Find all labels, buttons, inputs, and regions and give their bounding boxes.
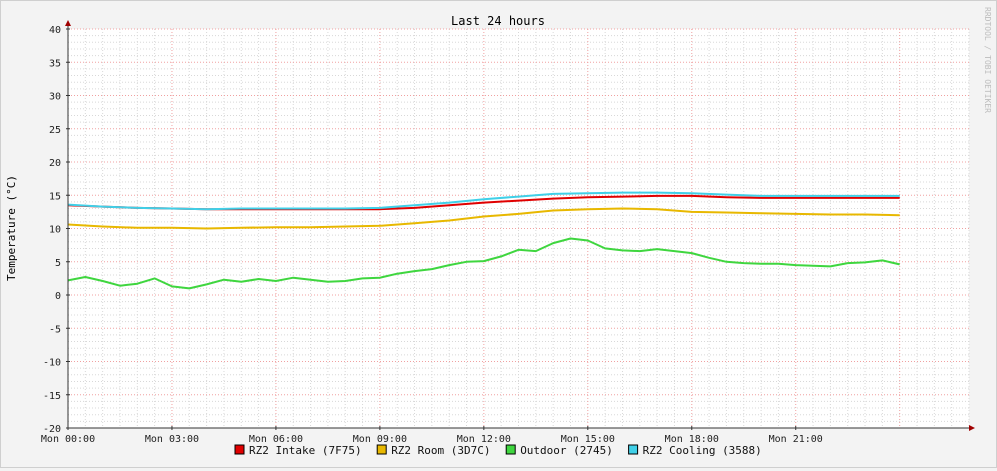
- y-tick-label: 35: [49, 58, 61, 69]
- y-tick-label: 15: [49, 191, 61, 202]
- legend-label-1: RZ2 Intake (7F75): [249, 444, 362, 457]
- x-tick-label: Mon 18:00: [665, 434, 719, 445]
- legend: RZ2 Intake (7F75) RZ2 Room (3D7C) Outdoor …: [234, 444, 762, 457]
- x-tick-label: Mon 21:00: [769, 434, 823, 445]
- x-tick-label: Mon 09:00: [353, 434, 407, 445]
- y-tick-label: -15: [43, 391, 61, 402]
- legend-swatch-3: [505, 444, 516, 455]
- series-line-3: [67, 237, 900, 290]
- legend-swatch-1: [234, 444, 245, 455]
- legend-label-4: RZ2 Cooling (3588): [643, 444, 762, 457]
- x-tick-label: Mon 12:00: [457, 434, 511, 445]
- y-tick-label: 10: [49, 225, 61, 236]
- legend-swatch-2: [376, 444, 387, 455]
- x-axis-arrow-icon: [969, 425, 975, 431]
- y-tick-label: 0: [55, 291, 61, 302]
- x-tick-labels: Mon 00:00 Mon 03:00 Mon 06:00 Mon 09:00 Mon …: [41, 434, 823, 445]
- watermark: RRDTOOL / TOBI OETIKER: [983, 7, 992, 113]
- x-tick-label: Mon 00:00: [41, 434, 95, 445]
- y-tick-label: 40: [49, 25, 61, 36]
- x-tick-label: Mon 15:00: [561, 434, 615, 445]
- chart-title: Last 24 hours: [451, 14, 545, 28]
- y-axis-arrow-icon: [65, 20, 71, 26]
- y-tick-label: 25: [49, 125, 61, 136]
- series-line-4: [67, 191, 900, 211]
- y-axis-label: Temperature (°C): [5, 175, 18, 281]
- y-tick-label: 20: [49, 158, 61, 169]
- x-tick-label: Mon 06:00: [249, 434, 303, 445]
- grid: [67, 28, 970, 429]
- legend-label-3: Outdoor (2745): [520, 444, 613, 457]
- y-tick-label: -5: [49, 324, 61, 335]
- axes: [65, 20, 975, 431]
- y-tick-label: 30: [49, 92, 61, 103]
- series-lines: [67, 191, 900, 290]
- legend-label-2: RZ2 Room (3D7C): [391, 444, 490, 457]
- y-tick-label: -20: [43, 424, 61, 435]
- y-tick-label: -10: [43, 358, 61, 369]
- x-tick-label: Mon 03:00: [145, 434, 199, 445]
- y-tick-label: 5: [55, 258, 61, 269]
- legend-swatch-4: [628, 444, 639, 455]
- series-line-2: [67, 207, 900, 230]
- y-tick-labels: 40 35 30 25 20 15 10 5 0 -5 -10 -15 -20: [43, 25, 61, 435]
